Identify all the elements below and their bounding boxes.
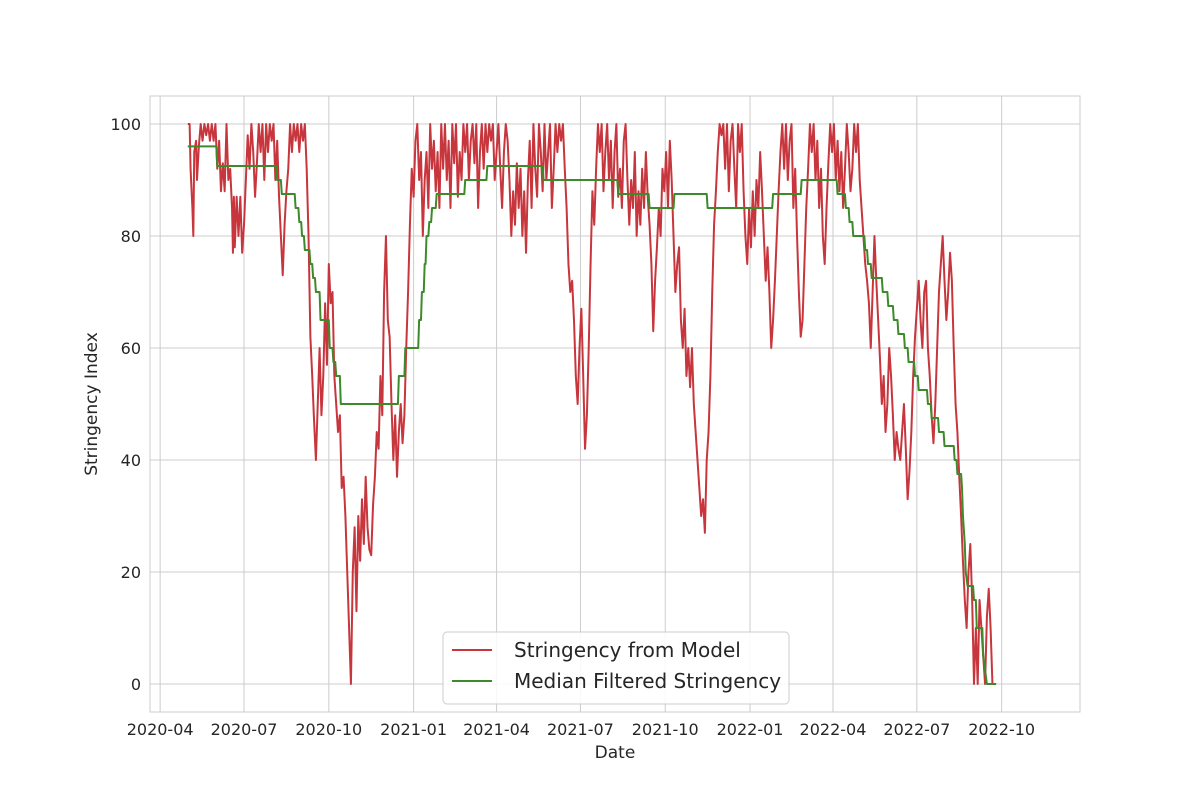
x-tick-label: 2020-07 bbox=[211, 720, 278, 739]
x-axis-label: Date bbox=[595, 743, 636, 763]
series-line-model bbox=[187, 123, 994, 685]
x-tick-label: 2021-07 bbox=[547, 720, 614, 739]
legend: Stringency from Model Median Filtered St… bbox=[442, 631, 790, 705]
x-tick-label: 2022-01 bbox=[717, 720, 784, 739]
x-tick-label: 2021-01 bbox=[380, 720, 447, 739]
x-tick-label: 2021-10 bbox=[632, 720, 699, 739]
series-layer bbox=[187, 123, 997, 685]
y-axis-ticks: 0 20 40 60 80 100 bbox=[110, 115, 141, 694]
x-tick-label: 2021-04 bbox=[463, 720, 530, 739]
x-tick-label: 2022-10 bbox=[968, 720, 1035, 739]
y-tick-label: 40 bbox=[121, 451, 141, 470]
legend-label-model: Stringency from Model bbox=[514, 638, 741, 662]
x-axis-ticks: 2020-04 2020-07 2020-10 2021-01 2021-04 2021-… bbox=[127, 720, 1035, 739]
y-tick-label: 20 bbox=[121, 563, 141, 582]
y-tick-label: 0 bbox=[131, 675, 141, 694]
y-tick-label: 60 bbox=[121, 339, 141, 358]
y-tick-label: 80 bbox=[121, 227, 141, 246]
plot-frame bbox=[149, 95, 1081, 713]
y-tick-label: 100 bbox=[110, 115, 141, 134]
x-tick-label: 2020-04 bbox=[127, 720, 194, 739]
legend-box bbox=[442, 631, 790, 705]
series-line-median bbox=[187, 145, 997, 685]
x-tick-label: 2022-07 bbox=[883, 720, 950, 739]
x-tick-label: 2022-04 bbox=[800, 720, 867, 739]
x-tick-label: 2020-10 bbox=[295, 720, 362, 739]
grid bbox=[150, 96, 1080, 712]
y-axis-label: Stringency Index bbox=[82, 332, 102, 476]
legend-label-median: Median Filtered Stringency bbox=[514, 669, 781, 693]
